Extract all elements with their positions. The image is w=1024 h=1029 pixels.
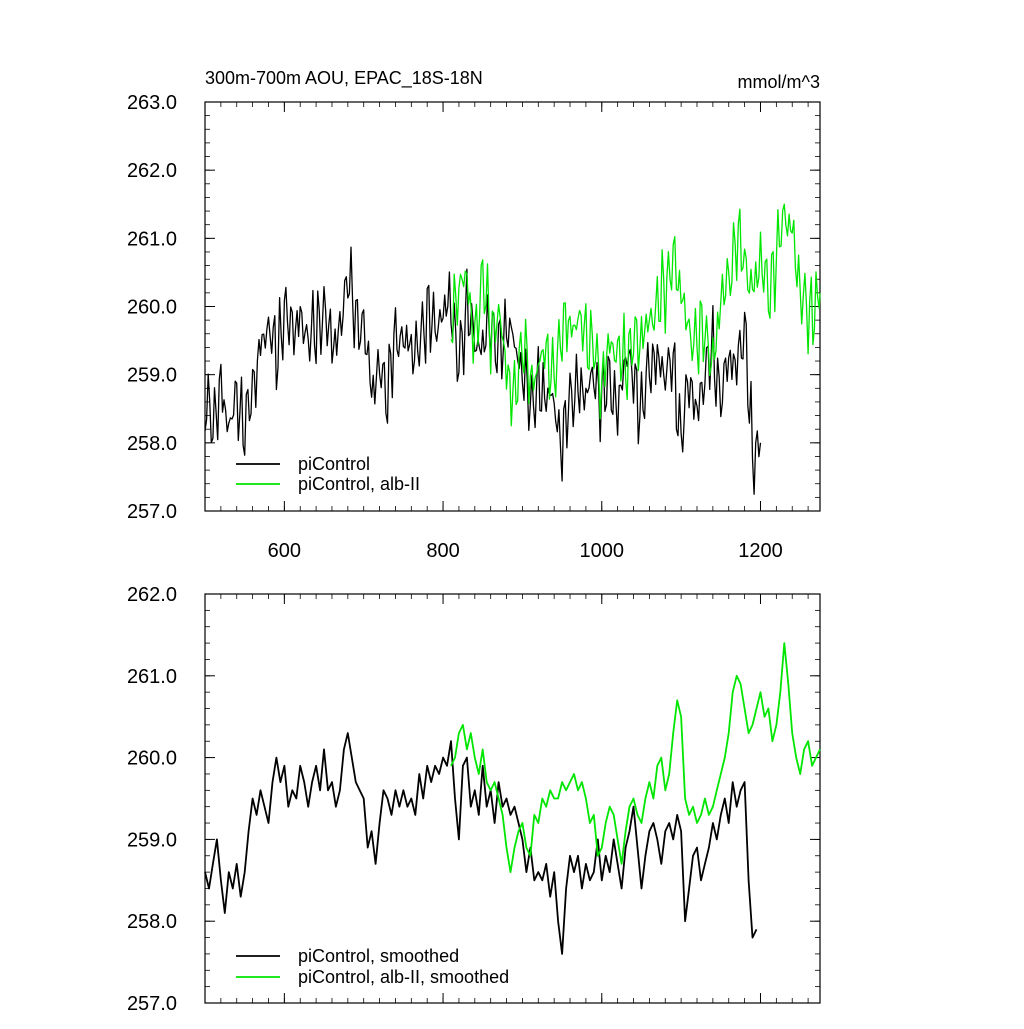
y-tick-label: 261.0 — [127, 666, 177, 688]
bottom-axis-ticks: 257.0 258.0 259.0 260.0 261.0 262.0 — [127, 584, 820, 1015]
y-tick-label: 258.0 — [127, 911, 177, 933]
x-tick-label: 1200 — [738, 540, 783, 562]
legend-label: piControl, alb-II — [298, 474, 420, 494]
y-tick-label: 257.0 — [127, 501, 177, 523]
top-panel: 300m-700m AOU, EPAC_18S-18N mmol/m^3 257… — [127, 68, 821, 562]
bottom-panel: 257.0 258.0 259.0 260.0 261.0 262.0 piControl… — [127, 584, 821, 1015]
y-tick-label: 258.0 — [127, 433, 177, 455]
bottom-series-group — [204, 642, 821, 955]
bottom-plot-frame — [204, 593, 821, 1004]
y-tick-label: 262.0 — [127, 160, 177, 182]
top-axis-ticks: 257.0 258.0 259.0 260.0 261.0 262.0 263.0 600 80… — [127, 92, 820, 562]
series-line-picontrol-alb-ii — [450, 203, 821, 427]
y-tick-label: 259.0 — [127, 829, 177, 851]
y-tick-label: 261.0 — [127, 228, 177, 250]
x-tick-label: 1000 — [580, 540, 625, 562]
series-line-picontrol — [204, 732, 758, 955]
x-tick-label: 800 — [426, 540, 459, 562]
top-plot-frame — [204, 101, 821, 512]
legend-label: piControl, smoothed — [298, 946, 459, 966]
y-tick-label: 260.0 — [127, 748, 177, 770]
legend-label: piControl, alb-II, smoothed — [298, 967, 509, 987]
top-series-group — [204, 203, 821, 495]
x-tick-label: 600 — [268, 540, 301, 562]
y-tick-label: 262.0 — [127, 584, 177, 606]
top-chart-title: 300m-700m AOU, EPAC_18S-18N — [205, 68, 483, 89]
top-unit-label: mmol/m^3 — [738, 72, 820, 92]
series-line-picontrol — [204, 246, 762, 495]
y-tick-label: 260.0 — [127, 297, 177, 319]
y-tick-label: 263.0 — [127, 92, 177, 114]
legend-label: piControl — [298, 454, 370, 474]
y-tick-label: 257.0 — [127, 993, 177, 1015]
y-tick-label: 259.0 — [127, 365, 177, 387]
series-line-picontrol-alb-ii — [450, 642, 821, 873]
